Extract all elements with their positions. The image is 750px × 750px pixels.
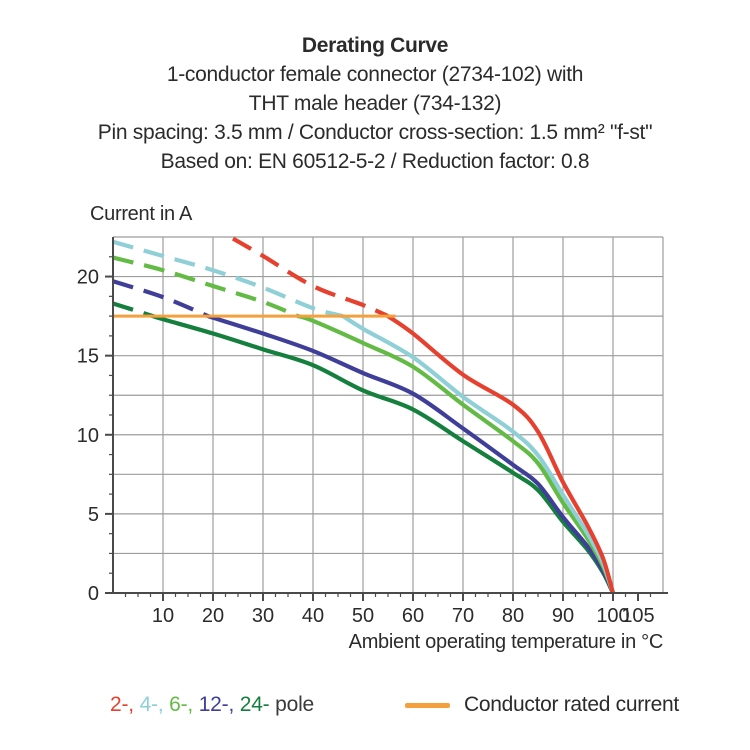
series-4-pole <box>341 314 615 594</box>
chart-header: Derating Curve 1-conductor female connec… <box>0 31 750 176</box>
series-24-pole <box>152 314 615 594</box>
y-tick-label: 15 <box>77 346 99 368</box>
legend-pole-item: 2-, <box>110 693 134 716</box>
y-tick-label: 0 <box>88 583 99 605</box>
legend-poles: 2-, 4-, 6-, 12-, 24- pole <box>110 693 314 717</box>
legend-pole-item: 4-, <box>139 693 164 716</box>
legend-pole-item: 6-, <box>169 693 194 716</box>
series-24-pole-dashed <box>112 301 154 319</box>
legend-pole-item: 12-, <box>198 693 235 716</box>
chart-subtitle-line-1: 1-conductor female connector (2734-102) … <box>166 63 584 86</box>
series-6-pole-dashed <box>112 255 299 319</box>
tick-marks <box>105 256 652 601</box>
y-axis-title: Current in A <box>90 203 193 225</box>
series-12-pole <box>207 314 615 594</box>
chart-title: Derating Curve <box>301 34 449 57</box>
x-tick-label: 20 <box>202 605 224 627</box>
x-tick-label: 40 <box>302 605 324 627</box>
y-tick-label: 5 <box>88 504 99 526</box>
legend-pole-suffix: pole <box>275 693 315 716</box>
x-tick-label: 70 <box>452 605 474 627</box>
x-tick-label: 100 <box>596 605 629 627</box>
x-tick-label: 60 <box>402 605 424 627</box>
chart-subtitle-line-3: Pin spacing: 3.5 mm / Conductor cross-se… <box>97 121 653 144</box>
series-2-pole <box>386 314 616 594</box>
x-tick-label: 105 <box>621 605 654 627</box>
rated-current-label: Conductor rated current <box>464 693 679 716</box>
x-tick-label: 90 <box>552 605 574 627</box>
x-tick-label: 10 <box>152 605 174 627</box>
derating-curves <box>112 236 616 594</box>
legend-rated-current: Conductor rated current <box>405 693 679 717</box>
rated-current-swatch-icon <box>405 702 450 708</box>
y-tick-label: 10 <box>77 425 99 447</box>
x-axis-title: Ambient operating temperature in °C <box>348 631 664 653</box>
y-tick-label: 20 <box>77 267 99 289</box>
legend-pole-item: 24- <box>239 693 270 716</box>
chart-subtitle-line-2: THT male header (734-132) <box>248 92 502 115</box>
x-tick-label: 30 <box>252 605 274 627</box>
series-6-pole <box>297 314 615 594</box>
series-2-pole-dashed <box>231 236 389 319</box>
chart-subtitle-line-4: Based on: EN 60512-5-2 / Reduction facto… <box>160 150 590 173</box>
x-tick-label: 80 <box>502 605 524 627</box>
x-tick-label: 50 <box>352 605 374 627</box>
series-12-pole-dashed <box>112 279 209 319</box>
series-4-pole-dashed <box>112 239 344 319</box>
